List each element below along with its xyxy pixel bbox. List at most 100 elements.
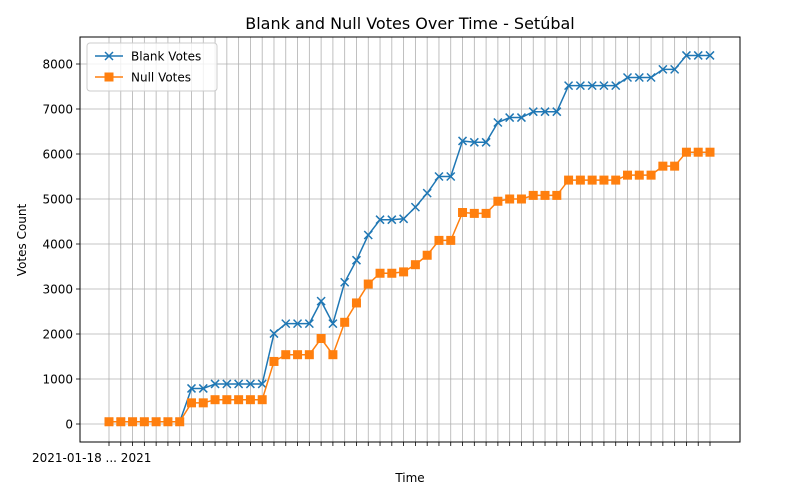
data-point	[186, 383, 197, 393]
y-tick-label: 6000	[42, 148, 73, 162]
data-point	[245, 395, 255, 405]
marker-stroke	[281, 319, 291, 329]
data-point	[340, 317, 350, 327]
data-point	[693, 50, 703, 60]
data-point	[234, 379, 244, 389]
marker-stroke	[611, 81, 621, 91]
marker-stroke	[257, 379, 267, 389]
data-point	[222, 379, 232, 389]
data-point	[198, 398, 208, 408]
data-point	[705, 147, 715, 157]
data-point	[575, 175, 585, 185]
data-point	[493, 117, 503, 128]
marker-stroke	[304, 319, 314, 329]
data-point	[670, 161, 680, 171]
marker-stroke	[693, 50, 703, 60]
data-point	[351, 255, 362, 265]
data-point	[293, 319, 303, 329]
y-tick-label: 5000	[42, 193, 73, 207]
marker-stroke	[245, 379, 255, 389]
legend: Blank Votes Null Votes	[86, 42, 218, 92]
chart-title: Blank and Null Votes Over Time - Setúbal	[245, 14, 575, 33]
marker-stroke	[316, 296, 326, 306]
data-point	[552, 107, 562, 117]
data-point	[410, 260, 420, 270]
data-point	[658, 64, 668, 74]
marker-stroke	[363, 230, 373, 240]
marker-stroke	[457, 136, 468, 146]
data-point	[186, 398, 196, 408]
data-point	[552, 190, 562, 200]
marker-stroke	[375, 215, 385, 225]
marker-stroke	[387, 215, 397, 225]
data-point	[458, 208, 468, 217]
data-point	[646, 72, 656, 83]
marker-stroke	[340, 277, 350, 287]
data-point	[516, 194, 526, 204]
data-point	[175, 417, 185, 427]
marker-stroke	[681, 50, 691, 60]
data-point	[269, 329, 279, 339]
data-point	[163, 417, 173, 427]
data-point	[670, 64, 680, 74]
marker-stroke	[234, 379, 244, 389]
y-axis: 0 1000 2000 3000 4000 5000 6000 7000 8000	[42, 58, 80, 432]
y-tick-label: 1000	[42, 373, 73, 387]
data-point	[316, 296, 326, 306]
data-point	[516, 113, 526, 123]
data-point	[457, 136, 468, 146]
data-point	[139, 417, 149, 427]
data-point	[446, 171, 456, 182]
marker-stroke	[646, 72, 656, 83]
data-point	[611, 175, 621, 185]
data-point	[528, 107, 538, 117]
marker-stroke	[599, 81, 609, 91]
data-point	[257, 379, 267, 389]
data-point	[281, 350, 291, 360]
data-point	[234, 395, 244, 405]
data-point	[363, 230, 373, 240]
y-tick-label: 8000	[42, 58, 73, 72]
data-point	[434, 171, 444, 182]
data-point	[257, 395, 267, 405]
data-point	[705, 50, 715, 60]
marker-stroke	[434, 171, 444, 182]
y-axis-label: Votes Count	[15, 204, 29, 277]
legend-label: Blank Votes	[131, 50, 201, 64]
marker-stroke	[658, 64, 668, 74]
marker-stroke	[670, 64, 680, 74]
series-layer	[104, 50, 715, 427]
series-line	[109, 151, 710, 423]
legend-marker	[104, 51, 114, 61]
marker-stroke	[269, 329, 279, 339]
legend-box	[86, 42, 218, 92]
data-point	[375, 268, 385, 278]
data-point	[611, 81, 621, 91]
data-point	[340, 277, 350, 287]
data-point	[481, 137, 491, 147]
marker-stroke	[351, 255, 362, 265]
data-point	[387, 215, 397, 225]
marker-stroke	[481, 137, 491, 147]
data-point	[281, 319, 291, 329]
data-point	[293, 350, 303, 360]
data-point	[316, 334, 326, 343]
data-point	[587, 81, 597, 91]
marker-stroke	[469, 137, 479, 147]
marker-stroke	[516, 113, 526, 123]
data-point	[422, 188, 432, 198]
marker-stroke	[293, 319, 303, 329]
y-tick-label: 3000	[42, 283, 73, 297]
data-point	[128, 417, 138, 427]
data-point	[481, 208, 491, 218]
data-point	[304, 319, 314, 329]
marker-stroke	[505, 113, 515, 123]
data-point	[363, 279, 373, 289]
x-tick-labels: 2021-01-18 ... 2021	[32, 451, 151, 465]
y-tick-label: 4000	[42, 238, 73, 252]
data-point	[693, 147, 703, 157]
data-point	[375, 215, 385, 225]
data-point	[493, 196, 503, 206]
x-axis-label: Time	[394, 471, 424, 485]
